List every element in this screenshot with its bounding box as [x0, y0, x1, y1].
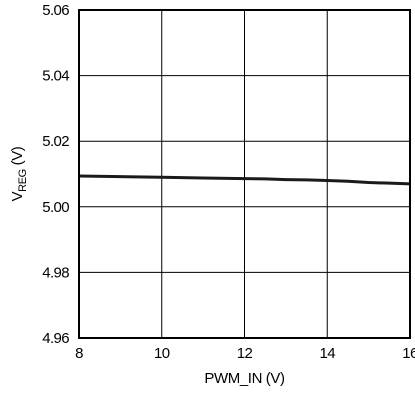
- x-tick-label: 12: [237, 345, 253, 362]
- series-line: [78, 174, 411, 186]
- y-axis-title: VREG (V): [9, 146, 29, 201]
- y-tick-label: 5.02: [42, 133, 69, 150]
- x-tick-label: 10: [154, 345, 170, 362]
- y-tick-label: 5.00: [42, 199, 69, 216]
- y-tick-label: 4.96: [42, 330, 69, 347]
- x-tick-label: 16: [402, 345, 415, 362]
- y-tick-labels: 4.96 4.98 5.00 5.02 5.04 5.06: [42, 2, 70, 347]
- y-axis-title-subscript: REG: [17, 169, 29, 192]
- y-axis-title-main: V: [9, 191, 26, 201]
- y-tick-label: 5.06: [42, 2, 69, 19]
- x-tick-labels: 8 10 12 14 16: [75, 345, 415, 362]
- x-tick-label: 8: [75, 345, 83, 362]
- series-layer: [78, 174, 411, 186]
- y-axis-title-suffix: (V): [9, 146, 26, 169]
- x-axis-title: PWM_IN (V): [204, 370, 285, 387]
- x-tick-label: 14: [320, 345, 336, 362]
- y-tick-label: 5.04: [42, 68, 69, 85]
- plot-frame: [78, 9, 411, 339]
- grid-lines: [79, 10, 410, 338]
- y-tick-label: 4.98: [42, 264, 69, 281]
